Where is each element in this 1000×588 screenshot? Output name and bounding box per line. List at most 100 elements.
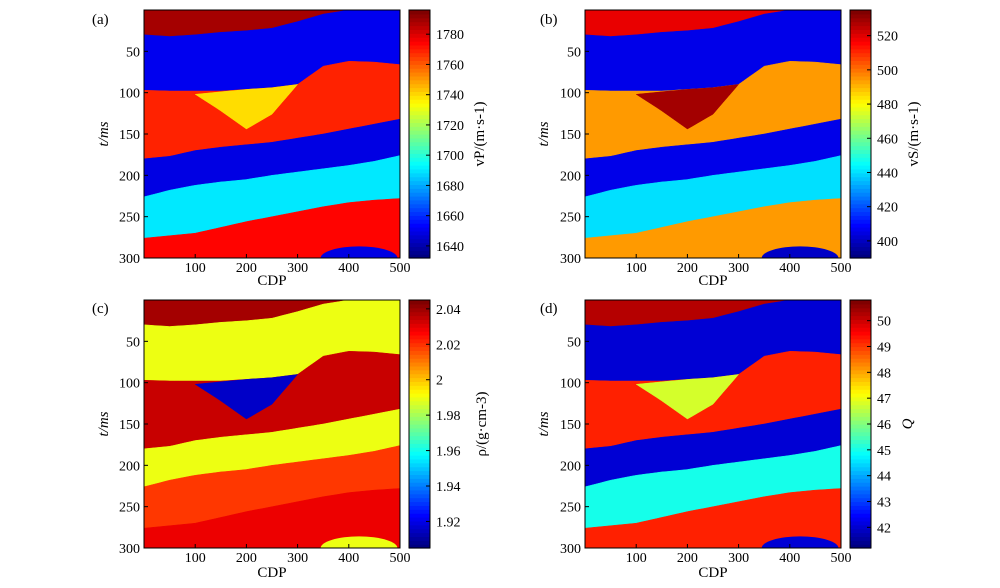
panel-d-colorbar-segment xyxy=(850,416,871,421)
panel-c-xtick-label: 300 xyxy=(287,551,308,566)
panel-a-colorbar-segment xyxy=(409,168,430,174)
panel-a-colorbar-tick-label: 1740 xyxy=(436,89,464,104)
panel-c-colorbar-segment xyxy=(409,327,430,332)
panel-c-colorbar-segment xyxy=(409,354,430,359)
panel-c-colorbar-segment xyxy=(409,501,430,506)
panel-b-colorbar-segment xyxy=(850,44,871,50)
panel-b-colorbar-segment xyxy=(850,60,871,65)
panel-d-colorbar-segment xyxy=(850,350,871,355)
panel-d-colorbar-tick-label: 48 xyxy=(877,366,891,381)
panel-b-yticks: 50 100 150 200 250 300 xyxy=(560,45,589,267)
panel-d-colorbar-tick-label: 47 xyxy=(877,392,891,407)
panel-d-colorbar-segment xyxy=(850,420,871,425)
panel-c-colorbar-tick-label: 2.02 xyxy=(436,338,461,353)
panel-c-colorbar-segment xyxy=(409,342,430,348)
panel-d-colorbar-segment xyxy=(850,369,871,375)
panel-c-xlabel: CDP xyxy=(257,565,286,581)
panel-b-colorbar-segment xyxy=(850,207,871,213)
panel-a-colorbar-segment xyxy=(409,176,430,182)
panel-c-lens-body xyxy=(194,374,299,420)
panel-a-colorbar-segment xyxy=(409,17,430,23)
panel-c-colorbar-segment xyxy=(409,431,430,437)
panel-b-colorbar-segment xyxy=(850,153,871,158)
panel-d-colorbar-segment xyxy=(850,493,871,499)
panel-b-colorbar-segment xyxy=(850,72,871,77)
panel-c-colorbar-label: ρ/(g·cm-3) xyxy=(474,392,490,457)
panel-d-colorbar-tick-label: 50 xyxy=(877,315,891,330)
panel-d-yticks: 50 100 150 200 250 300 xyxy=(560,335,589,557)
panel-b-colorbar-segment xyxy=(850,114,871,120)
panel-c-colorbar-segment xyxy=(409,369,430,375)
panel-a-colorbar-label: vP/(m·s-1) xyxy=(472,102,488,167)
panel-b-colorbar-segment xyxy=(850,29,871,34)
panel-d-xtick-label: 500 xyxy=(831,551,852,566)
panel-b-colorbar-segment xyxy=(850,172,871,178)
panel-b-colorbar-segment xyxy=(850,188,871,193)
panel-b-colorbar-segment xyxy=(850,168,871,174)
panel-b-colorbar-tick-label: 400 xyxy=(877,235,898,250)
panel-c-colorbar-segment xyxy=(409,489,430,495)
panel-b-colorbar-tick-label: 440 xyxy=(877,166,898,181)
panel-a-ytick-label: 50 xyxy=(126,45,140,60)
panel-c-colorbar-segment xyxy=(409,462,430,468)
panel-b-colorbar-segment xyxy=(850,141,871,147)
panel-b-colorbar-segment xyxy=(850,83,871,89)
panel-a-colorbar-segment xyxy=(409,103,430,108)
panel-a-colorbar-segment xyxy=(409,157,430,162)
panel-d-colorbar-segment xyxy=(850,474,871,479)
panel-a-colorbar-segment xyxy=(409,145,430,151)
panel-d-colorbar-segment xyxy=(850,377,871,382)
panel-a-ylabel: t/ms xyxy=(96,121,112,146)
panel-d-colorbar-segment xyxy=(850,385,871,390)
panel-a-xlabel: CDP xyxy=(257,273,286,289)
panel-a-colorbar-segment xyxy=(409,211,430,216)
panel-a-lens-body xyxy=(194,84,299,130)
panel-c-colorbar-segment xyxy=(409,528,430,534)
panel-b-xtick-label: 200 xyxy=(677,261,698,276)
panel-c-colorbar-segment xyxy=(409,396,430,402)
panel-d-colorbar-segment xyxy=(850,362,871,367)
panel-b-colorbar-segment xyxy=(850,199,871,205)
panel-a-colorbar-segment xyxy=(409,230,430,236)
panel-a-colorbar-segment xyxy=(409,37,430,42)
panel-c-colorbar-segment xyxy=(409,544,430,549)
panel-d-colorbar-segment xyxy=(850,396,871,402)
panel-d-colorbar-segment xyxy=(850,482,871,487)
panel-d-colorbar-segment xyxy=(850,470,871,475)
panel-b-colorbar-segment xyxy=(850,242,871,247)
panel-c-colorbar-segment xyxy=(409,362,430,367)
panel-c-colorbar-segment xyxy=(409,455,430,460)
panel-b-colorbar-tick-label: 420 xyxy=(877,201,898,216)
panel-a-colorbar-tick-label: 1720 xyxy=(436,119,464,134)
panel-b-xtick-label: 500 xyxy=(831,261,852,276)
panel-d-colorbar-segment xyxy=(850,540,871,545)
panel-d-colorbar-segment xyxy=(850,412,871,417)
panel-c-colorbar-segment xyxy=(409,412,430,417)
panel-a-colorbar-segment xyxy=(409,180,430,185)
panel-c-colorbar-segment xyxy=(409,540,430,545)
panel-c-colorbar-segment xyxy=(409,427,430,433)
panel-b-colorbar-segment xyxy=(850,161,871,166)
panel-c-colorbar-segment xyxy=(409,493,430,499)
panel-d-colorbar-segment xyxy=(850,435,871,441)
panel-a-colorbar-segment xyxy=(409,33,430,38)
panel-b-xtick-label: 300 xyxy=(728,261,749,276)
panel-a-label: (a) xyxy=(92,12,109,28)
panel-c-colorbar-segment xyxy=(409,451,430,456)
panel-c-colorbar-segment xyxy=(409,400,430,406)
panel-a-colorbar-segment xyxy=(409,250,430,255)
panel-d: (d) 100 200 300 400 500 50 100 150 200 250 300 CD… xyxy=(536,299,916,581)
panel-a-colorbar-segment xyxy=(409,172,430,178)
panel-c-colorbar-tick-label: 1.92 xyxy=(436,515,461,530)
panel-b-colorbar-segment xyxy=(850,75,871,81)
panel-c-colorbar-segment xyxy=(409,319,430,324)
panel-b-label: (b) xyxy=(540,12,558,28)
panel-c-colorbar-segment xyxy=(409,466,430,472)
panel-a-colorbar-segment xyxy=(409,25,430,30)
panel-d-colorbar-segment xyxy=(850,501,871,506)
panel-b-colorbar-label: vS/(m·s-1) xyxy=(906,102,922,167)
panel-c-colorbar-segment xyxy=(409,520,430,526)
panel-c-colorbar-segment xyxy=(409,365,430,371)
panel-c-heatmap xyxy=(144,300,400,548)
panel-c-colorbar-tick-label: 1.98 xyxy=(436,409,461,424)
